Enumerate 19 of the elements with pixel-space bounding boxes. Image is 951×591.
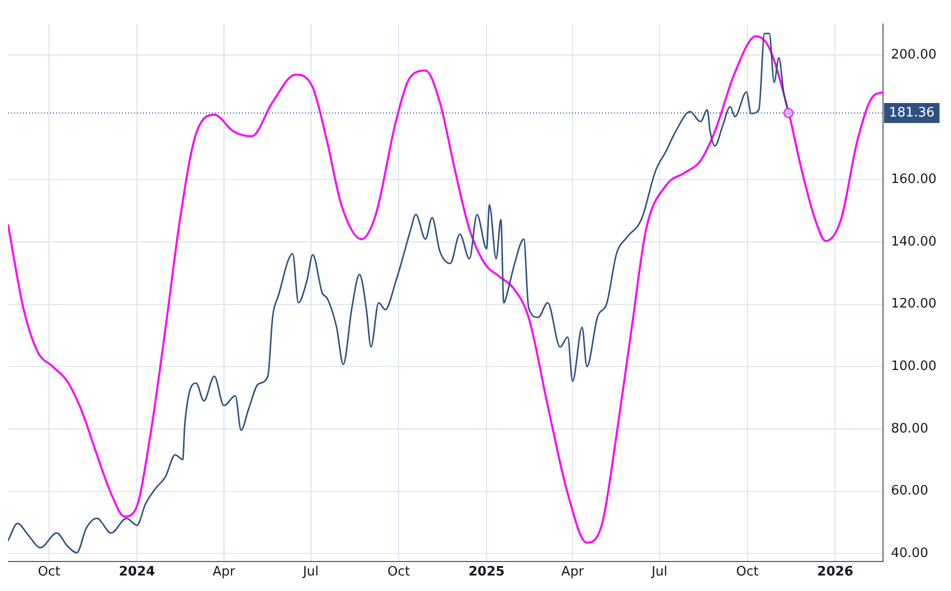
- x-tick-label: Oct: [38, 564, 60, 580]
- x-tick-label: Oct: [736, 564, 759, 580]
- ref-line-label: 181.36: [889, 105, 934, 120]
- y-tick-label: 60.00: [891, 484, 928, 499]
- x-tick-label: Apr: [212, 564, 236, 580]
- y-tick-label: 80.00: [891, 421, 928, 436]
- x-tick-label: 2024: [118, 564, 156, 580]
- x-tick-label: Oct: [387, 564, 410, 580]
- x-tick-label: Jul: [302, 564, 319, 580]
- y-tick-label: 160.00: [891, 172, 936, 187]
- y-tick-label: 120.00: [891, 296, 936, 312]
- y-tick-label: 200.00: [891, 47, 936, 62]
- y-tick-label: 140.00: [891, 234, 936, 250]
- x-tick-label: 2026: [817, 564, 854, 580]
- x-tick-label: 2025: [468, 564, 505, 580]
- y-tick-label: 40.00: [891, 546, 928, 561]
- x-tick-label: Jul: [650, 564, 668, 580]
- x-tick-label: Apr: [561, 564, 584, 580]
- y-tick-label: 100.00: [891, 358, 936, 374]
